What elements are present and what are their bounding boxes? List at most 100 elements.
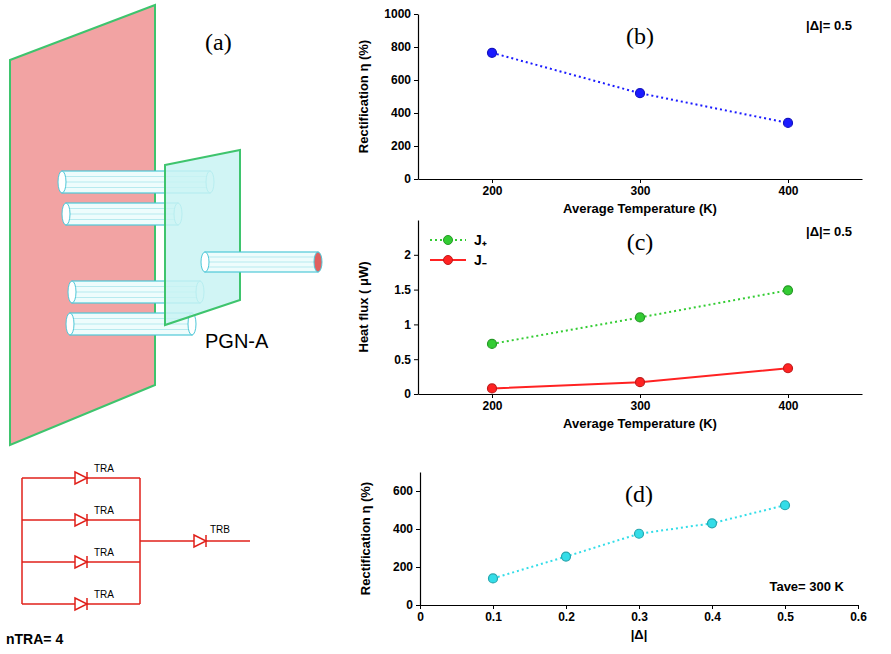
tube-hatch xyxy=(66,208,178,209)
x-tick: 0.1 xyxy=(485,605,502,624)
tick-label: 400 xyxy=(778,399,798,413)
tick-label: 200 xyxy=(393,560,413,574)
x-axis: 200 300 400 xyxy=(419,179,863,198)
data-point xyxy=(488,48,497,57)
data-point xyxy=(489,574,498,583)
diode-bar xyxy=(86,556,88,568)
tube-body xyxy=(205,252,318,272)
tick-mark xyxy=(640,179,641,183)
y-axis-title: Rectification η (%) xyxy=(356,40,371,153)
y-axis-title: Rectification η (%) xyxy=(358,482,373,595)
tick-mark xyxy=(566,605,567,609)
y-tick: 0 xyxy=(404,172,418,186)
data-point xyxy=(636,378,645,387)
tube-end xyxy=(314,252,322,272)
tick-mark xyxy=(414,359,418,360)
axis-line xyxy=(420,473,421,606)
x-tick: 0.2 xyxy=(558,605,575,624)
data-point xyxy=(488,339,497,348)
tick-label: 0 xyxy=(406,598,413,612)
panel-a: (a)PGN-ATRATRATRATRATRBnTRA= 4 xyxy=(6,5,322,647)
data-point xyxy=(636,89,645,98)
tick-label: 0.2 xyxy=(558,610,575,624)
legend: J₊J₋ xyxy=(430,232,487,268)
annotation: |Δ|= 0.5 xyxy=(806,224,852,239)
tick-mark xyxy=(416,605,420,606)
plot-area xyxy=(489,501,790,583)
x-axis: 00.10.20.30.40.50.6 xyxy=(417,605,867,624)
x-tick: 0.3 xyxy=(631,605,648,624)
structure-label: PGN-A xyxy=(205,330,269,352)
tube-hatch xyxy=(205,267,318,268)
legend-label: J₊ xyxy=(474,232,487,248)
tick-label: 200 xyxy=(482,184,502,198)
tick-mark xyxy=(493,605,494,609)
x-tick: 0 xyxy=(417,605,424,624)
tick-mark xyxy=(492,394,493,398)
y-tick: 0.5 xyxy=(394,353,418,367)
x-axis-title: Average Temperature (K) xyxy=(563,416,717,431)
tick-label: 0.3 xyxy=(631,610,648,624)
tick-label: 600 xyxy=(393,484,413,498)
y-tick: 0 xyxy=(404,387,418,401)
chart: 20030040000.511.52Average Temperature (K… xyxy=(356,221,863,432)
x-tick: 400 xyxy=(778,179,798,198)
x-tick: 400 xyxy=(778,394,798,413)
tube-end xyxy=(66,313,74,335)
tick-label: 300 xyxy=(630,399,650,413)
diode-bar xyxy=(86,514,88,526)
panel-label: (b) xyxy=(626,23,654,49)
panel-label: (d) xyxy=(625,481,653,507)
y-axis: 00.511.52 xyxy=(394,221,418,402)
nanotube xyxy=(201,252,322,272)
series-line xyxy=(492,368,788,388)
tick-mark xyxy=(414,14,418,15)
tick-label: 0.1 xyxy=(485,610,502,624)
data-point xyxy=(635,529,644,538)
data-point xyxy=(781,501,790,510)
legend-marker xyxy=(444,236,453,245)
tick-mark xyxy=(492,179,493,183)
diode-label: TRA xyxy=(94,589,114,600)
tick-label: 0.6 xyxy=(850,610,867,624)
tick-mark xyxy=(414,290,418,291)
x-tick: 300 xyxy=(630,179,650,198)
tick-mark xyxy=(416,567,420,568)
plot-area xyxy=(488,48,793,127)
data-point xyxy=(488,384,497,393)
tick-mark xyxy=(414,255,418,256)
diode xyxy=(75,598,87,610)
tick-label: 1 xyxy=(404,318,411,332)
tick-mark xyxy=(788,394,789,398)
x-tick: 300 xyxy=(630,394,650,413)
diode-label: TRB xyxy=(210,524,230,535)
diode-label: TRA xyxy=(94,547,114,558)
y-tick: 2 xyxy=(404,248,418,262)
y-tick: 400 xyxy=(393,522,420,536)
y-tick: 400 xyxy=(391,106,418,120)
tick-label: 600 xyxy=(391,73,411,87)
tube-end xyxy=(58,171,66,193)
tick-mark xyxy=(639,605,640,609)
tick-mark xyxy=(414,394,418,395)
diode xyxy=(194,535,206,547)
diode-bar xyxy=(86,472,88,484)
diode xyxy=(75,514,87,526)
data-point xyxy=(784,286,793,295)
axis-line xyxy=(418,221,419,395)
tick-mark xyxy=(785,605,786,609)
tick-mark xyxy=(416,491,420,492)
x-axis-title: |Δ| xyxy=(631,627,648,642)
x-tick: 0.5 xyxy=(777,605,794,624)
circuit-caption: nTRA= 4 xyxy=(6,631,63,647)
tube-body xyxy=(66,203,178,225)
chart: 20030040002004006008001000Average Temper… xyxy=(356,7,863,216)
tick-mark xyxy=(416,529,420,530)
tube-hatch xyxy=(66,219,178,220)
tick-mark xyxy=(414,324,418,325)
x-axis: 200300400 xyxy=(419,394,863,413)
tube-hatch xyxy=(205,257,318,258)
y-axis-title: Heat flux ( μW) xyxy=(356,261,371,352)
annotation: Tave= 300 K xyxy=(769,579,844,594)
tube-end xyxy=(62,203,70,225)
